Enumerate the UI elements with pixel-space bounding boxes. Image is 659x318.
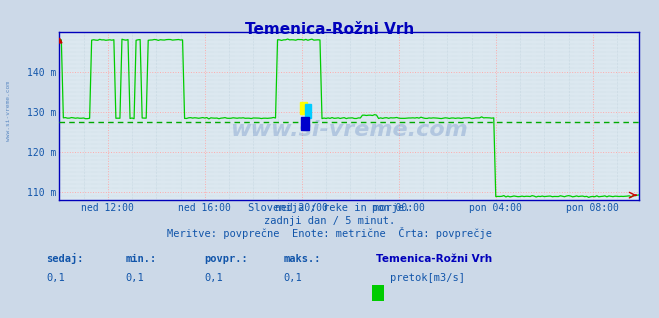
Text: maks.:: maks.: bbox=[283, 254, 321, 264]
Text: zadnji dan / 5 minut.: zadnji dan / 5 minut. bbox=[264, 216, 395, 226]
Text: sedaj:: sedaj: bbox=[46, 253, 84, 264]
Bar bbox=[300, 102, 307, 114]
Text: Meritve: povprečne  Enote: metrične  Črta: povprečje: Meritve: povprečne Enote: metrične Črta:… bbox=[167, 227, 492, 239]
Text: 0,1: 0,1 bbox=[46, 273, 65, 283]
Text: Temenica-Rožni Vrh: Temenica-Rožni Vrh bbox=[245, 22, 414, 37]
Text: 0,1: 0,1 bbox=[283, 273, 302, 283]
Text: pretok[m3/s]: pretok[m3/s] bbox=[390, 273, 465, 283]
Text: povpr.:: povpr.: bbox=[204, 254, 248, 264]
Text: Slovenija / reke in morje.: Slovenija / reke in morje. bbox=[248, 204, 411, 213]
Text: 0,1: 0,1 bbox=[125, 273, 144, 283]
Bar bbox=[305, 104, 311, 118]
Text: Temenica-Rožni Vrh: Temenica-Rožni Vrh bbox=[376, 254, 492, 264]
Text: 0,1: 0,1 bbox=[204, 273, 223, 283]
Text: min.:: min.: bbox=[125, 254, 156, 264]
Bar bbox=[301, 117, 309, 130]
Text: www.si-vreme.com: www.si-vreme.com bbox=[6, 81, 11, 141]
Text: www.si-vreme.com: www.si-vreme.com bbox=[231, 120, 468, 140]
